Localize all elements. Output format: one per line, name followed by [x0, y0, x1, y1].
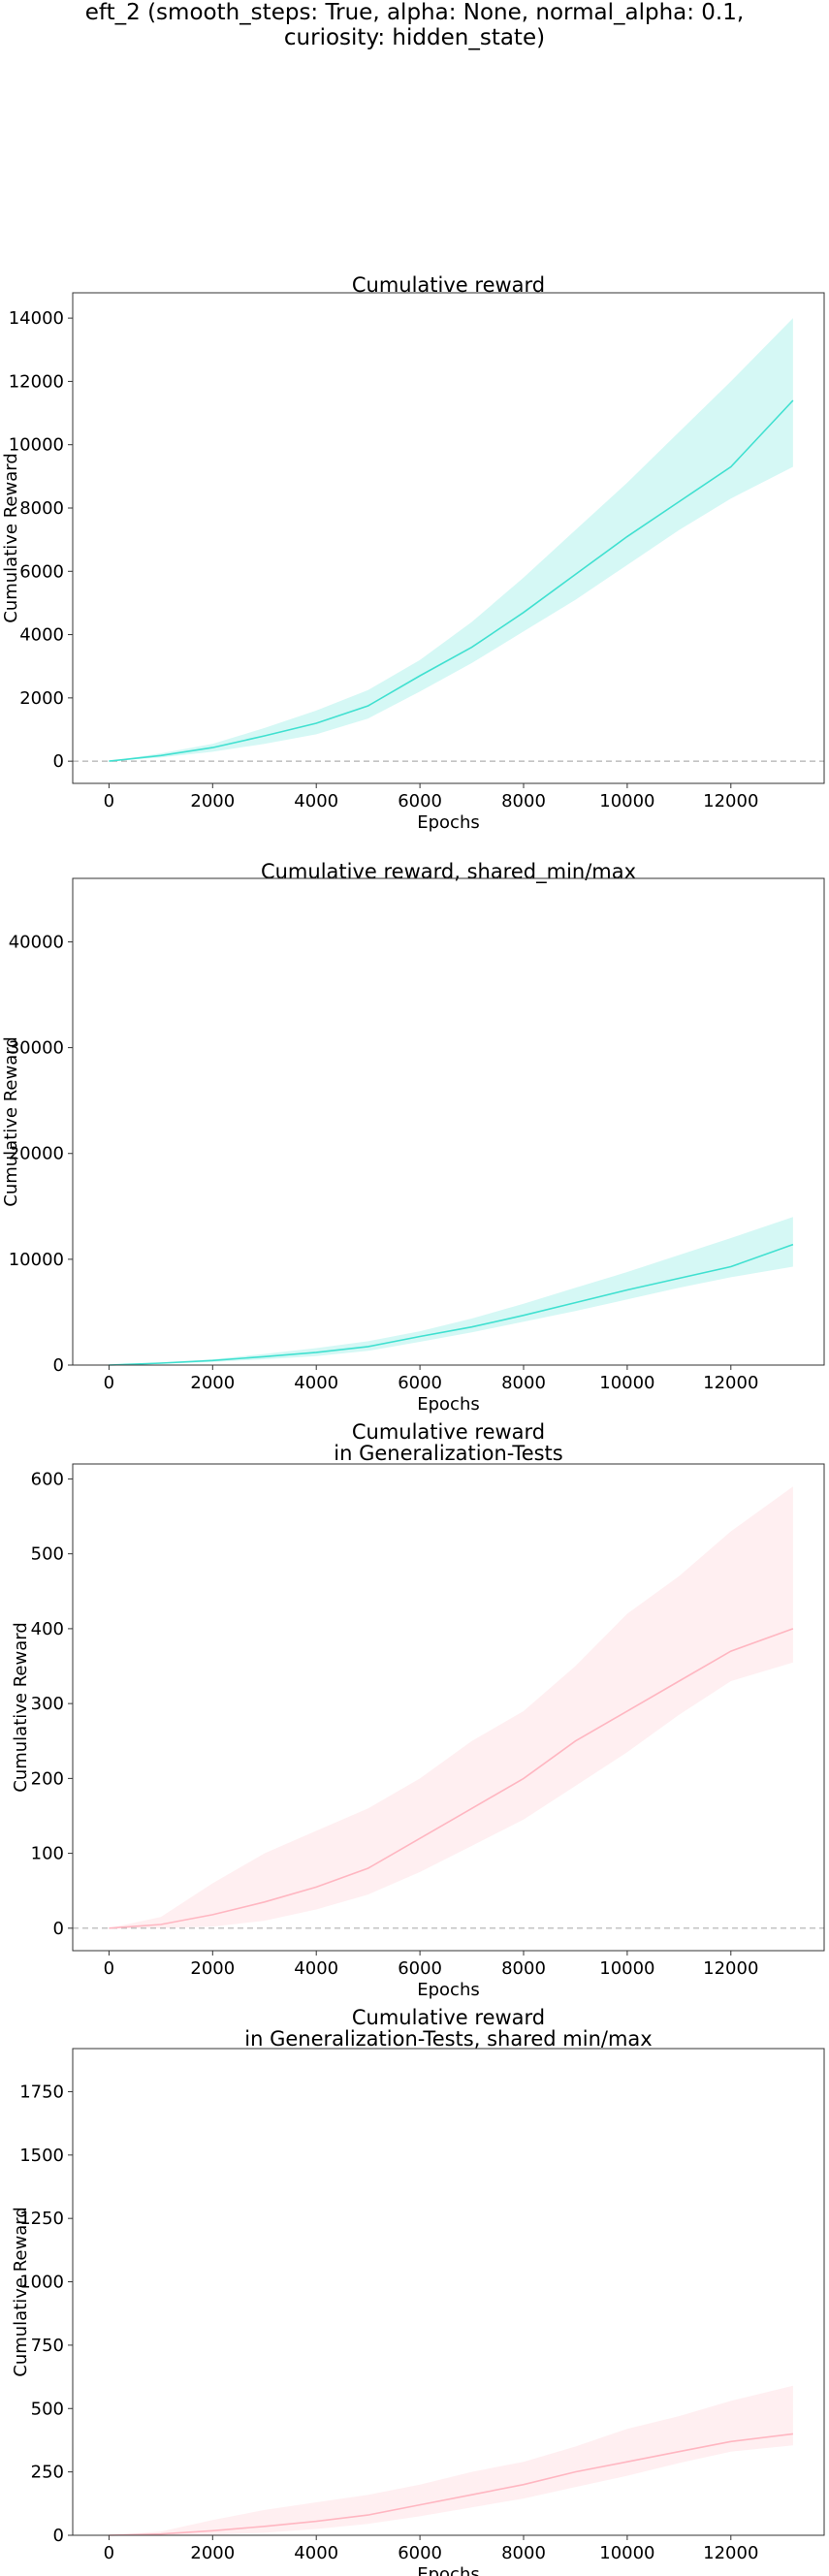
x-tick-label: 4000: [294, 1373, 338, 1393]
y-tick-label: 750: [31, 2336, 64, 2356]
confidence-band: [109, 1217, 793, 1365]
y-axis-label: Cumulative Reward: [1, 1036, 21, 1207]
y-tick-label: 0: [53, 1355, 64, 1376]
x-tick-label: 6000: [398, 2543, 442, 2563]
x-axis-label: Epochs: [417, 1394, 480, 1415]
mean-series-line: [109, 1243, 794, 1366]
suptitle-line-2: curiosity: hidden_state): [283, 25, 546, 50]
x-tick-label: 0: [104, 1373, 114, 1393]
x-axis-label: Epochs: [417, 812, 480, 833]
x-tick-label: 2000: [190, 791, 235, 811]
chart-title-line: Cumulative reward: [352, 1420, 545, 1444]
y-axis-label: Cumulative Reward: [11, 1622, 31, 1793]
y-tick-label: 14000: [9, 308, 64, 329]
y-tick-label: 12000: [9, 371, 64, 392]
x-tick-label: 8000: [501, 1958, 546, 1979]
mean-series-line: [109, 2433, 793, 2536]
x-tick-label: 6000: [398, 1958, 442, 1979]
y-tick-label: 300: [31, 1694, 64, 1714]
x-tick-label: 10000: [599, 1958, 654, 1979]
y-tick-label: 500: [31, 2399, 64, 2419]
plot-frame: [72, 877, 825, 1366]
chart-title-line: in Generalization-Tests, shared min/max: [244, 2027, 652, 2051]
y-tick-label: 20000: [9, 1144, 64, 1164]
x-tick-label: 2000: [190, 2543, 235, 2563]
x-tick-label: 12000: [703, 791, 758, 811]
y-tick-label: 250: [31, 2463, 64, 2483]
mean-series-line: [109, 399, 794, 762]
y-axis-label: Cumulative Reward: [1, 453, 21, 623]
x-tick-label: 8000: [501, 1373, 546, 1393]
y-tick-label: 100: [31, 1844, 64, 1864]
x-tick-label: 0: [104, 1958, 114, 1979]
mean-series-line: [109, 1628, 794, 1929]
x-tick-label: 12000: [703, 1373, 758, 1393]
x-tick-label: 2000: [190, 1373, 235, 1393]
y-tick-label: 1250: [19, 2209, 64, 2229]
plot-frame: [72, 292, 825, 784]
plot-frame: [72, 2048, 825, 2536]
x-tick-label: 12000: [703, 2543, 758, 2563]
x-tick-label: 2000: [190, 1958, 235, 1979]
y-tick-label: 30000: [9, 1038, 64, 1059]
x-tick-label: 12000: [703, 1958, 758, 1979]
x-tick-label: 8000: [501, 791, 546, 811]
y-tick-label: 600: [31, 1469, 64, 1489]
confidence-band: [109, 1486, 793, 1928]
confidence-band: [109, 318, 793, 762]
y-tick-label: 4000: [19, 625, 64, 646]
plot-frame: [72, 1463, 825, 1952]
x-tick-label: 6000: [398, 1373, 442, 1393]
y-tick-label: 500: [31, 1544, 64, 1565]
x-axis-label: Epochs: [417, 2564, 480, 2576]
y-tick-label: 10000: [9, 435, 64, 456]
x-tick-label: 8000: [501, 2543, 546, 2563]
x-axis-label: Epochs: [417, 1980, 480, 2000]
y-tick-label: 1000: [19, 2273, 64, 2293]
figure-suptitle: eft_2 (smooth_steps: True, alpha: None, …: [0, 0, 829, 50]
y-tick-label: 1500: [19, 2146, 64, 2166]
suptitle-line-1: eft_2 (smooth_steps: True, alpha: None, …: [84, 0, 745, 25]
chart-title-line: Cumulative reward, shared_min/max: [261, 860, 636, 884]
y-tick-label: 40000: [9, 932, 64, 952]
y-tick-label: 0: [53, 2526, 64, 2546]
x-tick-label: 4000: [294, 791, 338, 811]
y-tick-label: 0: [53, 1919, 64, 1939]
chart-panel-2: Cumulative reward, shared_min/max 0 2000 40…: [1, 860, 825, 1415]
x-tick-label: 0: [104, 791, 114, 811]
x-tick-label: 10000: [599, 2543, 654, 2563]
y-tick-label: 10000: [9, 1250, 64, 1270]
chart-title-line: in Generalization-Tests: [334, 1442, 562, 1465]
x-tick-label: 10000: [599, 791, 654, 811]
y-tick-label: 1750: [19, 2082, 64, 2102]
y-tick-label: 8000: [19, 498, 64, 519]
x-tick-label: 0: [104, 2543, 114, 2563]
y-axis-label: Cumulative Reward: [11, 2207, 31, 2377]
x-tick-label: 10000: [599, 1373, 654, 1393]
y-tick-label: 2000: [19, 688, 64, 709]
y-tick-label: 400: [31, 1619, 64, 1639]
x-tick-label: 4000: [294, 1958, 338, 1979]
y-tick-label: 6000: [19, 561, 64, 582]
x-tick-label: 4000: [294, 2543, 338, 2563]
y-tick-label: 200: [31, 1768, 64, 1789]
confidence-band: [109, 2385, 793, 2535]
y-tick-label: 0: [53, 751, 64, 772]
chart-title-line: Cumulative reward: [352, 2006, 545, 2029]
x-tick-label: 6000: [398, 791, 442, 811]
